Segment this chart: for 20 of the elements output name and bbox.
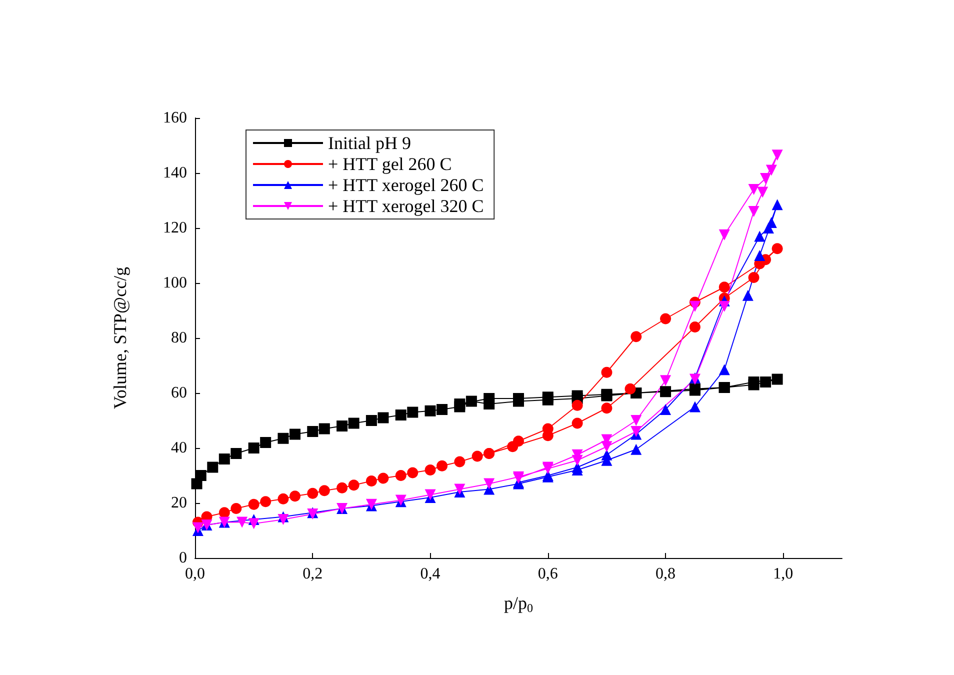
y-tick-label: 80	[171, 330, 187, 346]
x-tick-label: 0,6	[538, 566, 558, 582]
y-tick-label: 20	[171, 494, 187, 512]
y-tick-label: 120	[163, 220, 187, 236]
y-tick-label: 0	[179, 550, 187, 566]
legend-label: + HTT gel 260 C	[328, 154, 452, 174]
y-tick-label: 140	[163, 164, 187, 182]
x-tick-label: 0,2	[302, 566, 323, 582]
legend-label: + HTT xerogel 260 C	[328, 175, 484, 195]
y-tick-label: 60	[171, 384, 187, 402]
legend-label: Initial pH 9	[328, 133, 411, 153]
y-tick-label: 160	[163, 110, 187, 126]
x-tick-label: 0,8	[656, 566, 676, 582]
x-tick-label: 1,0	[773, 566, 794, 582]
y-tick-label: 100	[163, 274, 187, 292]
y-tick-label: 40	[171, 440, 187, 456]
x-tick-label: 0,4	[420, 566, 440, 582]
x-tick-label: 0,0	[185, 566, 205, 582]
legend-label: + HTT xerogel 320 C	[328, 196, 484, 216]
y-axis-title: Volume, STP@cc/g	[110, 266, 130, 410]
